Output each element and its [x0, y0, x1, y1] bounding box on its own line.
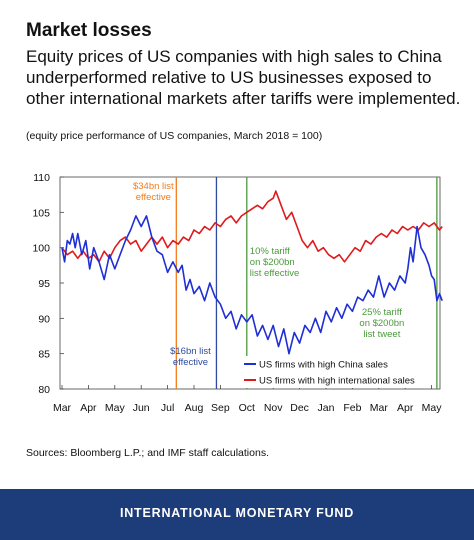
legend-label-china: US firms with high China sales — [259, 360, 388, 371]
y-axis: 80 85 90 95 100 105 110 — [32, 172, 64, 396]
chart-subtitle: Equity prices of US companies with high … — [26, 47, 461, 108]
chart-title: Market losses — [26, 20, 152, 41]
event-label: $16bn list effective — [170, 346, 211, 368]
x-tick-label: Feb — [343, 402, 361, 414]
y-tick-label: 100 — [32, 243, 50, 255]
x-tick-label: Apr — [397, 402, 414, 414]
sources-note: Sources: Bloomberg L.P.; and IMF staff c… — [26, 447, 269, 459]
y-tick-label: 110 — [33, 172, 50, 184]
x-tick-label: Jun — [133, 402, 150, 414]
y-tick-label: 105 — [32, 207, 50, 219]
x-tick-label: Jan — [318, 402, 335, 414]
x-axis: Mar Apr May Jun Jul Aug Sep Oct Nov Dec Jan Feb Mar A… — [53, 385, 442, 414]
x-tick-label: Jul — [161, 402, 174, 414]
x-tick-label: May — [105, 402, 126, 414]
y-tick-label: 90 — [38, 313, 50, 325]
footer-org-name: INTERNATIONAL MONETARY FUND — [119, 506, 355, 520]
x-tick-label: Mar — [370, 402, 389, 414]
line-chart: 80 85 90 95 100 105 110 Mar Apr May Jun Jul Aug Sep O… — [32, 172, 443, 414]
series-line-china — [61, 215, 443, 355]
x-tick-label: Apr — [80, 402, 97, 414]
series-lines — [61, 190, 443, 355]
x-tick-label: May — [422, 402, 443, 414]
legend: US firms with high China sales US firms … — [240, 356, 420, 388]
event-label: $34bn list effective — [133, 181, 174, 203]
series-line-intl — [61, 190, 443, 263]
footer-bar: INTERNATIONAL MONETARY FUND — [0, 489, 474, 540]
legend-label-intl: US firms with high international sales — [259, 376, 415, 387]
x-tick-label: Mar — [53, 402, 72, 414]
x-tick-label: Nov — [264, 402, 283, 414]
x-tick-label: Dec — [290, 402, 309, 414]
event-label: 10% tariff on $200bn list effective — [250, 246, 299, 279]
event-label: 25% tariff on $200bn list tweet — [359, 307, 404, 340]
x-tick-label: Oct — [239, 402, 255, 414]
chart-note: (equity price performance of US companie… — [26, 130, 323, 142]
x-tick-label: Sep — [211, 402, 230, 414]
y-tick-label: 95 — [38, 278, 50, 290]
x-tick-label: Aug — [185, 402, 204, 414]
event-markers: $34bn list effective $16bn list effective 10… — [133, 177, 438, 389]
y-tick-label: 85 — [38, 349, 50, 361]
y-tick-label: 80 — [38, 384, 50, 396]
